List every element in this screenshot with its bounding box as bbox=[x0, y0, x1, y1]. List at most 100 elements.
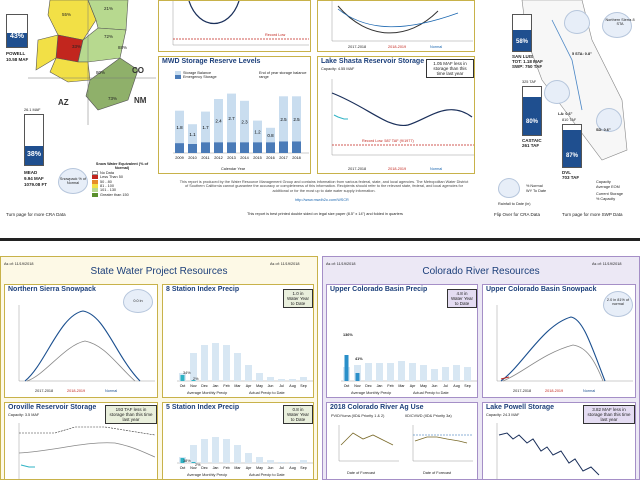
san-luis-pct: 58% bbox=[515, 39, 528, 45]
shasta-title: Lake Shasta Reservoir Storage bbox=[321, 58, 425, 65]
mini-legend-2: 2018-2019 bbox=[388, 45, 407, 49]
mwd-year-label: 2016 bbox=[266, 156, 274, 160]
powell-storage-chart bbox=[496, 423, 600, 479]
mwd-value-label: 1.2 bbox=[254, 129, 261, 134]
map-pct-5: 88% bbox=[118, 45, 128, 50]
ucb-legend-2: Actual Precip to Date bbox=[413, 391, 449, 395]
five-pct-nov: 2% bbox=[195, 463, 201, 467]
mwd-title: MWD Storage Reserve Levels bbox=[162, 58, 261, 65]
month-label: Jan bbox=[377, 384, 383, 388]
oroville-capacity: Capacity: 3.5 MAF bbox=[8, 413, 40, 417]
swp-as-of-right: As of: 11/19/2018 bbox=[270, 262, 300, 266]
shasta-legend-2: 2018-2019 bbox=[388, 167, 407, 171]
legend-wy: WY To Date bbox=[526, 189, 547, 193]
month-label: Feb bbox=[387, 384, 393, 388]
month-label: Nov bbox=[190, 384, 197, 388]
basin-region-2 bbox=[87, 0, 129, 31]
mwd-xlabel: Calendar Year bbox=[221, 167, 246, 171]
map-pct-3: 33% bbox=[72, 44, 82, 49]
month-label: Sep bbox=[300, 466, 306, 470]
month-label: Jul bbox=[443, 384, 448, 388]
month-label: Jun bbox=[268, 384, 274, 388]
ns-snowpack-panel: Northern Sierra Snowpack 0.0 in 2017-201… bbox=[4, 284, 158, 398]
powell-storage-capacity: Capacity: 24.3 MAF bbox=[486, 413, 520, 417]
mead-value: 9.94 MAF bbox=[24, 176, 44, 181]
shasta-panel: Lake Shasta Reservoir Storage Capacity: … bbox=[317, 56, 475, 174]
top-page: 55% 21% 33% 72% 88% 80% 73% CO NM AZ 43%… bbox=[0, 0, 640, 225]
avg-precip-bar bbox=[376, 363, 383, 381]
mini-legend-3: Normal bbox=[430, 45, 443, 49]
oroville-chart bbox=[18, 423, 155, 479]
mead-capacity: 26.1 MAF bbox=[24, 108, 41, 112]
mwd-storage-bar bbox=[188, 124, 197, 144]
mwd-value-label: 2.5 bbox=[280, 117, 287, 122]
five-legend-2: Actual Precip to Date bbox=[249, 473, 285, 477]
avg-precip-bar bbox=[278, 379, 285, 381]
mwd-bar-chart: 1.8 2009 1.1 2010 1.7 2011 2.4 2012 2.7 2013 2.3 20… bbox=[173, 93, 309, 160]
mid-top-left-chart: Record Low bbox=[158, 0, 311, 52]
avg-precip-bar bbox=[223, 439, 230, 463]
ns-legend-3: Normal bbox=[105, 389, 118, 393]
actual-precip-bar bbox=[344, 355, 349, 381]
iid-xlabel: Date of Forecast bbox=[423, 471, 452, 475]
report-url[interactable]: http://www.mwdh2o.com/WSCR bbox=[295, 198, 349, 202]
avg-precip-bar bbox=[442, 367, 449, 381]
avg-precip-bar bbox=[234, 445, 241, 463]
cr-ag-use-title: 2018 Colorado River Ag Use bbox=[330, 404, 424, 411]
month-label: Dec bbox=[201, 384, 208, 388]
turn-page-swp[interactable]: Turn page for more SWP Data bbox=[562, 212, 623, 217]
sd-label: SD: 0.6" bbox=[596, 128, 611, 132]
eight-station-panel: 8 Station Index Precip 1.0 in Water Year… bbox=[162, 284, 314, 398]
turn-page-cra[interactable]: Turn page for more CRA Data bbox=[6, 212, 66, 217]
shasta-callout: 1.05 MAF less in storage than this time … bbox=[426, 59, 474, 78]
pvid-label: PVID/Yuma (IID& Priority 1 & 2) bbox=[331, 414, 385, 418]
san-luis-swp: SWP: 750 TAF bbox=[512, 64, 543, 69]
mwd-year-label: 2018 bbox=[292, 156, 300, 160]
az-label: AZ bbox=[58, 98, 69, 107]
five-pct-oct: 38% bbox=[183, 459, 191, 463]
disclaimer: This report is produced by the Water Res… bbox=[179, 180, 469, 193]
mwd-year-label: 2013 bbox=[227, 156, 235, 160]
ucb-snow-legend-2: 2018-2019 bbox=[545, 389, 564, 393]
month-label: Oct bbox=[180, 384, 186, 388]
basin-region-7 bbox=[85, 57, 139, 111]
mwd-storage-bar bbox=[253, 120, 262, 143]
avg-precip-bar bbox=[464, 367, 471, 381]
swp-map-panel: Northern Sierra 8 STA 5 STA: 0.8" LA: 0.… bbox=[492, 0, 640, 222]
month-label: Dec bbox=[365, 384, 372, 388]
ucb-callout: 4.8 in Water Year to Date bbox=[447, 289, 477, 308]
mwd-storage-bar bbox=[175, 110, 184, 144]
mwd-storage-bar bbox=[279, 96, 288, 142]
mwd-storage-bar bbox=[227, 93, 236, 143]
castaic-fill bbox=[523, 96, 541, 135]
ucb-snow-legend-3: Normal bbox=[583, 389, 596, 393]
five-callout: 0.8 in Water Year to Date bbox=[283, 405, 313, 424]
ns-badge: 0.0 in bbox=[123, 289, 153, 313]
month-label: Sep bbox=[464, 384, 470, 388]
legend-rainfall: Rainfall to Date (in) bbox=[498, 202, 531, 206]
oroville-panel: Oroville Reservoir Storage Capacity: 3.5… bbox=[4, 402, 158, 480]
mini-legend-1: 2017-2018 bbox=[348, 45, 367, 49]
mead-pct: 38% bbox=[26, 151, 41, 158]
month-label: May bbox=[256, 384, 263, 388]
mead-tank: 38% bbox=[24, 114, 44, 166]
rain-drop-sierra bbox=[602, 12, 632, 38]
legend-pct-cap: % Capacity bbox=[596, 197, 616, 201]
month-label: Feb bbox=[223, 466, 229, 470]
mwd-emergency-bar bbox=[253, 142, 262, 153]
mead-name: MEAD bbox=[24, 170, 38, 175]
mwd-emergency-bar bbox=[240, 142, 249, 153]
mid-top-right-chart: 2017-2018 2018-2019 Normal bbox=[317, 0, 475, 52]
castaic-capacity: 325 TAF bbox=[522, 80, 537, 84]
swe-legend-item: 101 - 130 bbox=[92, 188, 152, 193]
mwd-storage-bar bbox=[292, 96, 301, 142]
avg-precip-bar bbox=[267, 377, 274, 381]
dvl-tank: 87% bbox=[562, 124, 582, 168]
powell-storage-title: Lake Powell Storage bbox=[486, 404, 555, 411]
mwd-year-label: 2009 bbox=[175, 156, 183, 160]
flip-over-cra[interactable]: Flip Over for CRA Data bbox=[494, 212, 541, 217]
ucb-precip-panel: Upper Colorado Basin Precip 4.8 in Water… bbox=[326, 284, 478, 398]
mwd-year-label: 2010 bbox=[188, 156, 196, 160]
mead-elevation: 1079.08 FT bbox=[24, 182, 48, 187]
map-pct-4: 72% bbox=[104, 34, 114, 39]
